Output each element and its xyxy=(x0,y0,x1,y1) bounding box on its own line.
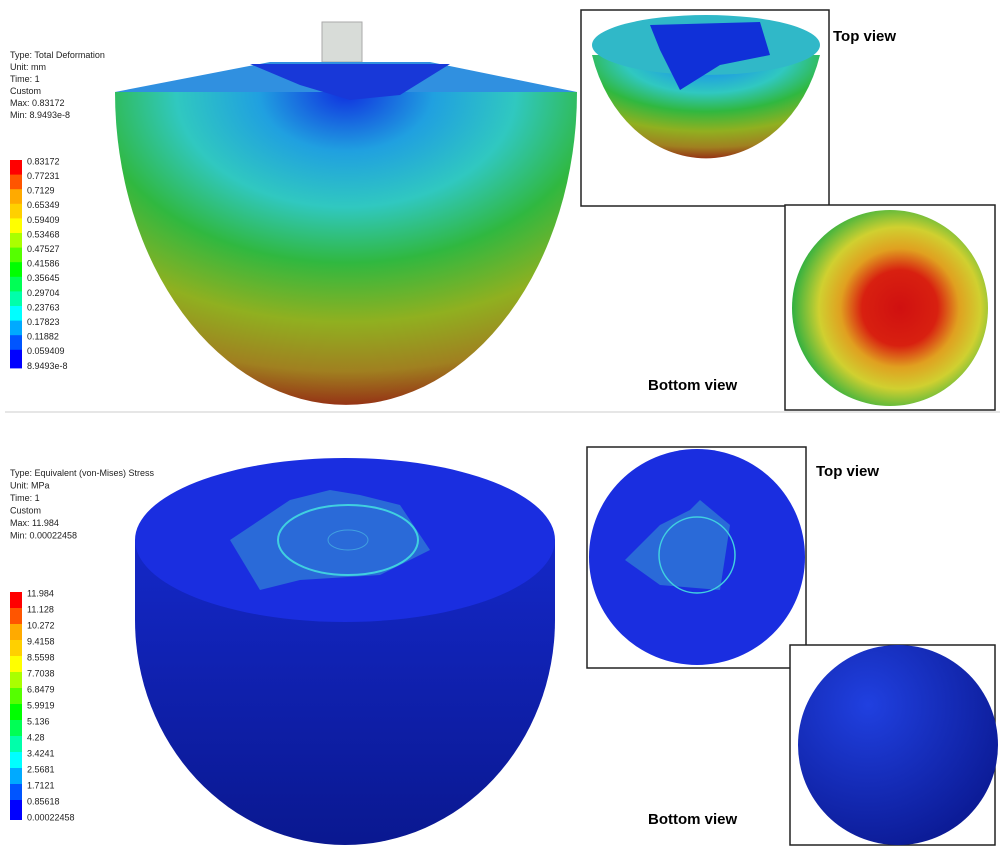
legend-swatch xyxy=(10,335,22,354)
legend-swatch xyxy=(10,688,22,708)
legend-swatch xyxy=(10,233,22,252)
legend-value: 7.7038 xyxy=(27,668,55,678)
legend-value: 6.8479 xyxy=(27,684,55,694)
legend-value: 9.4158 xyxy=(27,636,55,646)
legend-swatch xyxy=(10,349,22,369)
info-line: Type: Equivalent (von-Mises) Stress xyxy=(10,468,155,478)
legend-value: 0.23763 xyxy=(27,302,60,312)
legend-value: 10.272 xyxy=(27,620,55,630)
top-view-label: Top view xyxy=(833,28,896,45)
legend-value: 0.11882 xyxy=(27,332,59,342)
stress-model xyxy=(135,458,555,845)
bottom-view-inset xyxy=(784,204,996,411)
legend-swatch xyxy=(10,160,22,179)
bottom-view-inset-stress xyxy=(789,644,998,846)
info-line: Custom xyxy=(10,86,41,96)
info-line: Time: 1 xyxy=(10,74,40,84)
legend-swatch xyxy=(10,752,22,772)
legend-swatch xyxy=(10,218,22,237)
legend-swatch xyxy=(10,276,22,296)
legend-value: 5.136 xyxy=(27,716,50,726)
info-line: Max: 0.83172 xyxy=(10,98,65,108)
legend-swatch xyxy=(10,608,22,628)
legend-value: 8.5598 xyxy=(27,652,55,662)
info-line: Time: 1 xyxy=(10,493,40,503)
legend-swatch xyxy=(10,656,22,676)
legend-value: 3.4241 xyxy=(27,748,55,758)
legend-value: 0.53468 xyxy=(27,229,60,239)
legend-value: 11.128 xyxy=(27,604,54,614)
legend-value: 11.984 xyxy=(27,588,54,598)
legend-value: 8.9493e-8 xyxy=(27,361,68,371)
legend-swatch xyxy=(10,784,22,804)
legend-swatch xyxy=(10,704,22,724)
legend-swatch xyxy=(10,320,22,340)
legend-value: 1.7121 xyxy=(27,780,55,790)
info-line: Unit: mm xyxy=(10,62,46,72)
legend-swatch xyxy=(10,174,22,194)
info-line: Custom xyxy=(10,506,41,516)
legend-swatch xyxy=(10,306,22,325)
legend-value: 0.17823 xyxy=(27,317,60,327)
top-view-inset xyxy=(580,9,830,207)
top-view-inset-stress xyxy=(586,446,807,669)
bottom-view-label: Bottom view xyxy=(648,377,738,394)
info-line: Max: 11.984 xyxy=(10,518,59,528)
legend-swatch xyxy=(10,203,22,223)
legend-value: 0.83172 xyxy=(27,156,60,166)
legend-value: 0.7129 xyxy=(27,186,55,196)
legend-swatch xyxy=(10,624,22,644)
legend-value: 0.35645 xyxy=(27,273,60,283)
legend-value: 0.85618 xyxy=(27,796,60,806)
legend-swatch xyxy=(10,768,22,788)
legend-value: 0.29704 xyxy=(27,288,60,298)
info-line: Type: Total Deformation xyxy=(10,50,105,60)
legend-value: 0.47527 xyxy=(27,244,60,254)
legend-value: 0.059409 xyxy=(27,346,65,356)
legend-value: 4.28 xyxy=(27,732,45,742)
legend-swatch xyxy=(10,640,22,660)
legend-swatch xyxy=(10,720,22,740)
info-line: Min: 8.9493e-8 xyxy=(10,110,70,120)
deformation-model xyxy=(115,21,577,405)
legend-value: 0.77231 xyxy=(27,171,60,181)
legend-swatch xyxy=(10,736,22,756)
top-view-label: Top view xyxy=(816,463,879,480)
legend-swatch xyxy=(10,189,22,208)
legend-swatch xyxy=(10,247,22,267)
legend-value: 0.41586 xyxy=(27,259,60,269)
legend-value: 2.5681 xyxy=(27,764,55,774)
legend-value: 0.00022458 xyxy=(27,812,75,822)
legend-swatch xyxy=(10,592,22,612)
legend-swatch xyxy=(10,291,22,310)
legend-swatch xyxy=(10,672,22,692)
info-line: Min: 0.00022458 xyxy=(10,531,77,541)
bottom-view-label: Bottom view xyxy=(648,811,738,828)
legend-swatch xyxy=(10,262,22,281)
legend-value: 5.9919 xyxy=(27,700,55,710)
legend-value: 0.65349 xyxy=(27,200,60,210)
info-line: Unit: MPa xyxy=(10,481,50,491)
legend-value: 0.59409 xyxy=(27,215,60,225)
legend-swatch xyxy=(10,800,22,820)
